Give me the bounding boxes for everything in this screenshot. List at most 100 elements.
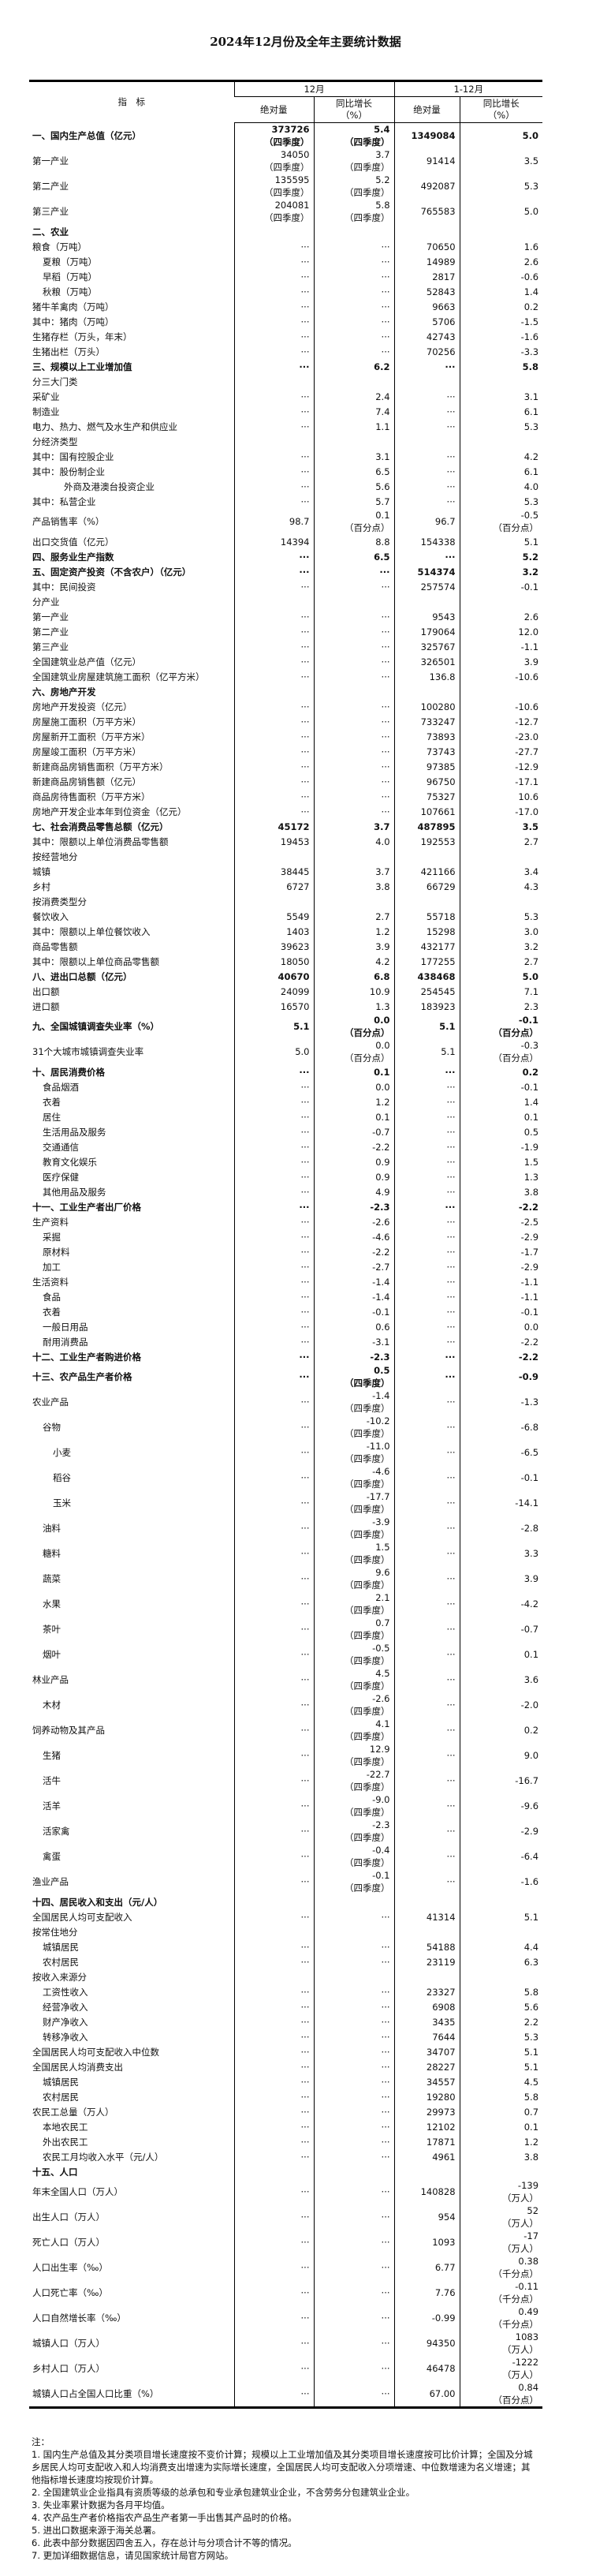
cell-value: 5.0 (522, 970, 539, 982)
year-growth-cell (459, 1969, 543, 1984)
table-row: 衣着 ··· -0.1 ··· -0.1 (29, 1304, 543, 1319)
cell-value: -6.4 (520, 1851, 539, 1862)
cell-value: 0.0 (374, 1015, 390, 1026)
month-absolute-cell: ··· (233, 1909, 314, 1924)
year-absolute-cell: ··· (393, 464, 460, 479)
row-label: 按消费类型分 (32, 895, 87, 907)
table-row: 其中：股份制企业 ··· 6.5 ··· 6.1 (29, 464, 543, 479)
year-growth-cell: 4.5 (459, 2074, 543, 2089)
cell-value: ··· (300, 1911, 310, 1923)
row-label: 五、固定资产投资（不含农户）（亿元） (32, 566, 192, 578)
cell-value: ··· (446, 1523, 456, 1534)
cell-value: -17.7 (366, 1491, 390, 1502)
year-absolute-cell: 28227 (393, 2059, 460, 2074)
month-growth-cell: ··· (313, 2029, 395, 2044)
header-unit: （%） (487, 110, 515, 121)
cell-value: ··· (300, 1699, 310, 1710)
year-absolute-cell: 733247 (393, 714, 460, 729)
table-row: 小麦 ··· -11.0 （四季度） ··· -6.5 (29, 1440, 543, 1465)
cell-note: （万人） (502, 2243, 539, 2254)
table-row: 其中：猪肉（万吨） ··· ··· 5706 -1.5 (29, 314, 543, 329)
cell-value: 2.7 (523, 836, 539, 847)
month-growth-cell: ··· (313, 729, 395, 744)
cell-value: -1.4 (372, 1276, 390, 1288)
month-absolute-cell: ··· (233, 1259, 314, 1274)
year-growth-cell: 2.2 (459, 2014, 543, 2029)
cell-value: -4.6 (372, 1466, 390, 1477)
year-growth-cell: 5.0 (459, 199, 543, 224)
row-label: 农民工总量（万人） (32, 2106, 114, 2118)
row-label: 十五、人口 (32, 2166, 78, 2178)
cell-value: ··· (446, 1800, 456, 1811)
month-absolute-cell: ··· (233, 494, 314, 509)
month-growth-cell: ··· (313, 269, 395, 284)
section-row: 按常住地分 (29, 1924, 543, 1939)
month-growth-cell: 1.1 (313, 419, 395, 434)
year-growth-cell: 0.1 (459, 1642, 543, 1667)
table-row: 制造业 ··· 7.4 ··· 6.1 (29, 404, 543, 419)
cell-value: ··· (300, 716, 310, 727)
cell-value: ··· (299, 1066, 310, 1078)
cell-value: 3.8 (523, 2151, 539, 2163)
row-label: 年末全国人口（万人） (32, 2186, 123, 2197)
month-absolute-cell (233, 684, 314, 699)
cell-value: 1083 (515, 2331, 539, 2342)
cell-value: ··· (300, 1306, 310, 1318)
table-row: 衣着 ··· 1.2 ··· 1.4 (29, 1094, 543, 1109)
month-growth-cell: -4.6 （四季度） (313, 1465, 395, 1490)
month-absolute-cell: ··· (233, 1984, 314, 1999)
year-absolute-cell (393, 1924, 460, 1939)
year-absolute-cell: 6908 (393, 1999, 460, 2014)
month-absolute-cell: ··· (233, 2074, 314, 2089)
row-label: 出口交货值（亿元） (32, 536, 114, 548)
cell-value: ··· (381, 2312, 390, 2324)
cell-value: ··· (446, 1775, 456, 1786)
cell-value: 19280 (426, 2091, 456, 2103)
section-row: 分经济类型 (29, 434, 543, 449)
cell-value: ··· (446, 1826, 456, 1837)
cell-note: （四季度） (345, 1554, 390, 1565)
cell-value: 73743 (426, 746, 456, 757)
month-growth-cell: 3.7 (313, 864, 395, 879)
cell-value: 1.2 (375, 925, 390, 937)
month-growth-cell: 5.4 （四季度） (313, 122, 395, 148)
cell-value: ··· (300, 1472, 310, 1483)
table-row: 采掘 ··· -4.6 ··· -2.9 (29, 1229, 543, 1244)
year-absolute-cell: 7.76 (393, 2280, 460, 2305)
row-label: 经营净收入 (43, 2001, 88, 2013)
year-absolute-cell: 34707 (393, 2044, 460, 2059)
row-label: 农业产品 (32, 1396, 69, 1408)
month-absolute-cell: ··· (233, 359, 314, 374)
cell-note: （四季度） (264, 136, 310, 148)
month-growth-cell: 3.9 (313, 939, 395, 954)
cell-note: （百分点） (493, 1052, 539, 1064)
row-label: 城镇 (32, 866, 50, 877)
row-label: 采掘 (43, 1231, 61, 1243)
cell-value: 9663 (432, 301, 456, 312)
month-absolute-cell: ··· (233, 699, 314, 714)
month-growth-cell (313, 434, 395, 449)
cell-value: ··· (299, 1371, 310, 1382)
table-row: 经营净收入 ··· ··· 6908 5.6 (29, 1999, 543, 2014)
cell-value: 5.1 (523, 536, 539, 548)
cell-note: （四季度） (345, 1428, 390, 1439)
cell-value: ··· (446, 1624, 456, 1635)
cell-value: ··· (300, 1598, 310, 1610)
cell-value: 2.2 (523, 2016, 539, 2028)
cell-value: ··· (381, 301, 390, 312)
cell-value: 0.84 (518, 2382, 539, 2393)
cell-value: 34557 (426, 2076, 456, 2088)
year-absolute-cell: ··· (393, 1793, 460, 1819)
year-absolute-cell: ··· (393, 389, 460, 404)
notes: 注： 1. 国内生产总值及其分类项目增长速度按不变价计算；规模以上工业增加值及其… (32, 2436, 536, 2562)
row-label: 第一产业 (32, 155, 69, 166)
cell-value: ··· (299, 566, 310, 578)
year-growth-cell: -2.2 (459, 1334, 543, 1349)
table-row: 早稻（万吨） ··· ··· 2817 -0.6 (29, 269, 543, 284)
year-absolute-cell: 42743 (393, 329, 460, 344)
month-absolute-cell: ··· (233, 579, 314, 594)
cell-value: ··· (300, 806, 310, 817)
table-row: 十、居民消费价格 ··· 0.1 ··· 0.2 (29, 1064, 543, 1079)
row-label: 农村居民 (43, 2091, 79, 2103)
cell-value: 98.7 (289, 516, 310, 527)
